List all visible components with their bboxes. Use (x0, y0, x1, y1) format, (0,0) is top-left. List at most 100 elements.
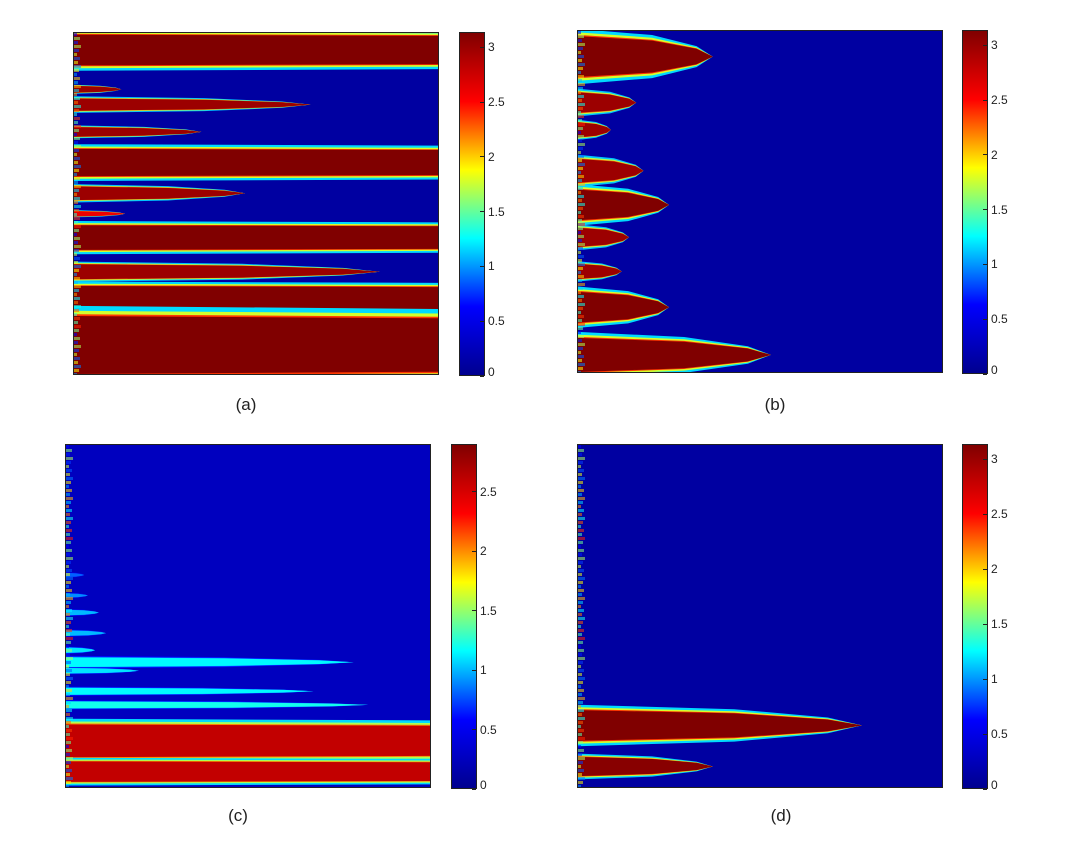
heatmap-edge-noise (66, 649, 72, 652)
heatmap-edge-noise (578, 509, 584, 512)
colorbar-tick-mark (983, 568, 987, 570)
heatmap-edge-noise (74, 345, 81, 348)
heatmap-edge-noise (66, 469, 72, 472)
heatmap-edge-noise (578, 637, 585, 640)
heatmap-edge-noise (578, 553, 582, 556)
colorbar-tick-label: 0 (991, 778, 998, 792)
heatmap-edge-noise (66, 597, 73, 600)
colorbar-tick-mark (472, 610, 476, 612)
heatmap-edge-noise (74, 137, 80, 140)
heatmap-edge-noise (66, 529, 72, 532)
heatmap-edge-noise (66, 729, 72, 732)
heatmap-edge-noise (578, 645, 581, 648)
heatmap-edge-noise (74, 305, 81, 308)
heatmap-edge-noise (578, 685, 581, 688)
heatmap-edge-noise (66, 749, 72, 752)
colorbar-tick-label: 1 (480, 663, 487, 678)
heatmap-band (74, 84, 122, 94)
heatmap-edge-noise (578, 577, 585, 580)
heatmap-edge-noise (578, 601, 583, 604)
heatmap-edge-noise (66, 725, 69, 728)
heatmap-edge-noise (74, 241, 78, 244)
colorbar-tick-label: 2.5 (480, 484, 497, 499)
heatmap-edge-noise (578, 753, 582, 756)
colorbar-tick-label: 2 (488, 149, 495, 164)
heatmap-edge-noise (66, 445, 69, 448)
heatmap-edge-noise (66, 657, 73, 660)
heatmap-edge-noise (578, 457, 585, 460)
heatmap-edge-noise (578, 569, 584, 572)
heatmap-edge-noise (66, 757, 73, 760)
heatmap-edge-noise (578, 215, 584, 218)
heatmap-edge-noise (66, 701, 71, 704)
heatmap-edge-noise (66, 453, 70, 456)
heatmap-edge-noise (578, 717, 585, 720)
colorbar-tick-mark (472, 550, 476, 552)
heatmap-edge-noise (578, 741, 583, 744)
heatmap-edge-noise (578, 363, 585, 366)
heatmap-edge-noise (578, 665, 581, 668)
heatmap-edge-noise (578, 275, 584, 278)
colorbar-tick-mark (472, 669, 476, 671)
heatmap-edge-noise (578, 493, 582, 496)
colorbar-tick-mark (480, 46, 484, 48)
heatmap-edge-noise (74, 297, 80, 300)
colorbar-tick-label: 2.5 (488, 95, 505, 110)
heatmap-band (578, 261, 622, 282)
heatmap-band (66, 646, 96, 654)
heatmap-edge-noise (66, 489, 72, 492)
heatmap-edge-noise (74, 313, 77, 316)
heatmap-edge-noise (578, 453, 582, 456)
colorbar-tick-label: 2.5 (991, 507, 1008, 522)
heatmap-edge-noise (578, 183, 585, 186)
heatmap-edge-noise (66, 625, 69, 628)
heatmap-edge-noise (74, 341, 78, 344)
colorbar-tick-mark (983, 154, 987, 156)
heatmap-edge-noise (578, 47, 583, 50)
colorbar-tick-label: 3 (991, 38, 998, 53)
heatmap-edge-noise (66, 545, 69, 548)
heatmap-edge-noise (74, 145, 81, 148)
heatmap-edge-noise (74, 245, 81, 248)
heatmap-edge-noise (578, 609, 584, 612)
colorbar-tick-label: 3 (488, 40, 495, 55)
heatmap-edge-noise (66, 773, 70, 776)
heatmap-band (66, 592, 88, 599)
heatmap-edge-noise (578, 641, 583, 644)
heatmap-edge-noise (578, 469, 584, 472)
heatmap-edge-noise (578, 367, 583, 370)
colorbar-c (451, 444, 477, 789)
heatmap-edge-noise (578, 115, 584, 118)
heatmap-edge-noise (74, 105, 81, 108)
heatmap-edge-noise (578, 633, 582, 636)
heatmap-edge-noise (578, 239, 582, 242)
caption-b: (b) (764, 395, 786, 414)
heatmap-edge-noise (578, 445, 581, 448)
heatmap-edge-noise (578, 307, 583, 310)
heatmap-edge-noise (66, 781, 71, 784)
heatmap-edge-noise (74, 185, 81, 188)
heatmap-edge-noise (578, 203, 585, 206)
heatmap-edge-noise (578, 95, 584, 98)
heatmap-d (577, 444, 943, 788)
colorbar-tick-label: 0.5 (488, 314, 505, 329)
heatmap-edge-noise (578, 359, 582, 362)
heatmap-edge-noise (578, 729, 584, 732)
heatmap-edge-noise (74, 125, 81, 128)
heatmap-edge-noise (66, 777, 73, 780)
heatmap-edge-noise (578, 31, 581, 34)
colorbar-tick-label: 0.5 (480, 722, 497, 737)
heatmap-edge-noise (74, 325, 81, 328)
heatmap-edge-noise (74, 37, 80, 40)
heatmap-edge-noise (74, 141, 78, 144)
heatmap-edge-noise (66, 585, 69, 588)
heatmap-edge-noise (66, 721, 71, 724)
heatmap-edge-noise (578, 593, 582, 596)
colorbar-tick-mark (983, 209, 987, 211)
heatmap-edge-noise (578, 259, 582, 262)
heatmap-band (66, 757, 430, 786)
heatmap-edge-noise (66, 457, 73, 460)
colorbar-tick-label: 2 (991, 562, 998, 577)
heatmap-edge-noise (578, 283, 585, 286)
colorbar-tick-mark (983, 513, 987, 515)
